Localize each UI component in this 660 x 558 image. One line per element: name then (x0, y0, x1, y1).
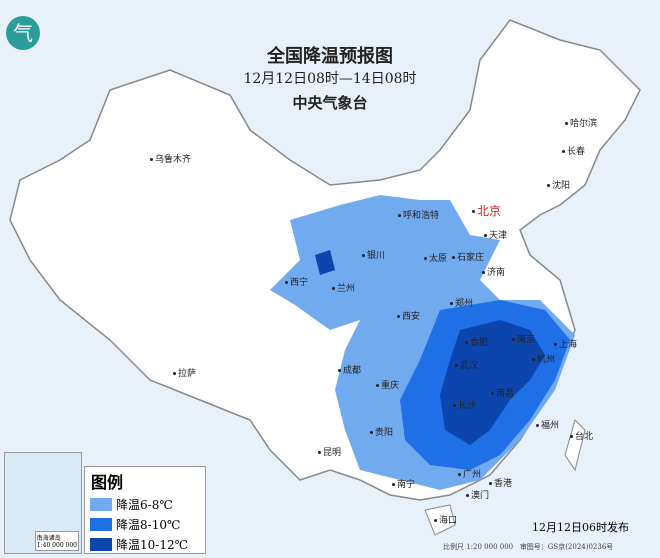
issued-time: 12月12日06时发布 (532, 521, 629, 534)
legend-swatch (90, 498, 112, 511)
city-label: 郑州 (450, 296, 473, 309)
map-title: 全国降温预报图 (267, 46, 393, 67)
taiwan (564, 419, 586, 472)
city-label: 呼和浩特 (398, 208, 439, 221)
capital-label: 北京 (472, 202, 501, 219)
city-label: 沈阳 (547, 178, 570, 191)
city-label: 贵阳 (370, 425, 393, 438)
city-label: 西安 (397, 309, 420, 322)
city-label: 西宁 (285, 275, 308, 288)
agency: 中央气象台 (292, 94, 368, 112)
city-label: 长春 (562, 144, 585, 157)
inset-title: 南海诸岛 (36, 535, 61, 542)
city-label: 哈尔滨 (565, 116, 597, 129)
city-label: 南宁 (392, 477, 415, 490)
city-label: 成都 (338, 363, 361, 376)
legend-item: 降温6-8℃ (90, 496, 205, 513)
cooling-10-12-north (315, 250, 335, 275)
legend-label: 降温8-10℃ (116, 518, 181, 532)
forecast-period: 12月12日08时—14日08时 (243, 71, 417, 87)
scale-and-map-number: 比例尺 1:20 000 000 审图号：GS京(2024)0236号 (443, 542, 613, 552)
city-label: 长沙 (453, 398, 476, 411)
city-label: 广州 (458, 467, 481, 480)
city-label: 太原 (424, 251, 447, 264)
city-label: 南昌 (491, 386, 514, 399)
city-label: 杭州 (532, 352, 555, 365)
map-number: 审图号：GS京(2024)0236号 (519, 543, 614, 551)
south-china-sea-inset: 南海诸岛 1:40 000 000 (4, 452, 82, 554)
cma-logo: 气 (6, 16, 40, 50)
legend-label: 降温10-12℃ (116, 538, 189, 552)
city-label: 澳门 (466, 488, 489, 501)
city-label: 南京 (512, 332, 535, 345)
city-label: 济南 (482, 265, 505, 278)
city-label: 武汉 (455, 358, 478, 371)
legend-item: 降温10-12℃ (90, 536, 205, 553)
city-label: 石家庄 (452, 250, 484, 263)
legend-title: 图例 (91, 473, 124, 492)
cooling-10-12 (440, 320, 545, 445)
city-label: 天津 (484, 228, 507, 241)
legend-item: 降温8-10℃ (90, 516, 205, 533)
city-label: 香港 (489, 476, 512, 489)
city-label: 台北 (570, 429, 593, 442)
city-label: 拉萨 (173, 366, 196, 379)
city-label: 上海 (554, 337, 577, 350)
legend-swatch (90, 538, 112, 551)
scale: 比例尺 1:20 000 000 (443, 543, 514, 551)
city-label: 银川 (362, 248, 385, 261)
city-label: 福州 (536, 418, 559, 431)
city-label: 合肥 (465, 335, 488, 348)
city-label: 昆明 (318, 445, 341, 458)
legend-swatch (90, 518, 112, 531)
city-label: 重庆 (376, 378, 399, 391)
legend: 图例 降温6-8℃ 降温8-10℃ 降温10-12℃ (84, 466, 206, 554)
city-label: 乌鲁木齐 (150, 152, 191, 165)
legend-label: 降温6-8℃ (116, 498, 173, 512)
city-label: 兰州 (332, 281, 355, 294)
inset-scale: 1:40 000 000 (36, 542, 77, 549)
city-label: 海口 (434, 513, 457, 526)
